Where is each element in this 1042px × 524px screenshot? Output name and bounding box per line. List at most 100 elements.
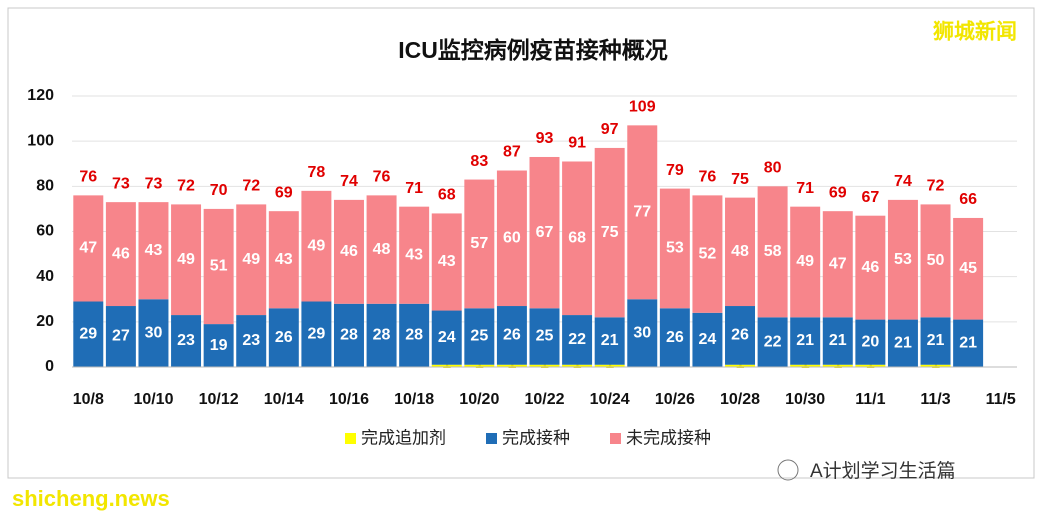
data-label: 28 bbox=[405, 327, 423, 344]
data-label: 77 bbox=[633, 204, 651, 221]
total-label: 72 bbox=[177, 178, 195, 195]
bar-segment bbox=[790, 364, 821, 367]
bar-segment bbox=[920, 364, 951, 367]
data-label: 24 bbox=[699, 331, 717, 348]
data-label: 67 bbox=[536, 224, 554, 241]
x-tick-label: 10/16 bbox=[329, 391, 369, 408]
bar-segment bbox=[529, 156, 560, 309]
data-label: 21 bbox=[927, 332, 945, 349]
x-tick-label: 10/20 bbox=[459, 391, 499, 408]
bar-segment bbox=[659, 308, 690, 367]
y-tick-label: 60 bbox=[36, 223, 54, 240]
bar-segment bbox=[464, 179, 495, 309]
total-label: 73 bbox=[145, 175, 163, 192]
data-label: 26 bbox=[666, 329, 684, 346]
bar-segment bbox=[105, 306, 136, 367]
bar-segment bbox=[138, 202, 169, 300]
bar-segment bbox=[236, 204, 267, 316]
total-label: 68 bbox=[438, 187, 456, 204]
data-label: 48 bbox=[731, 243, 749, 260]
y-tick-label: 120 bbox=[27, 87, 54, 104]
data-label: 21 bbox=[829, 332, 847, 349]
bar-segment bbox=[431, 364, 462, 367]
bar-segment bbox=[757, 317, 788, 367]
data-label: 21 bbox=[601, 332, 619, 349]
x-tick-label: 11/5 bbox=[986, 391, 1016, 408]
data-label: 20 bbox=[861, 333, 879, 350]
data-label: 25 bbox=[470, 328, 488, 345]
bar-segment bbox=[399, 303, 430, 367]
bar-segment bbox=[887, 319, 918, 367]
bar-segment bbox=[855, 215, 886, 320]
x-tick-label: 10/24 bbox=[590, 391, 630, 408]
data-label: 46 bbox=[861, 259, 879, 276]
bar-segment bbox=[333, 303, 364, 367]
bar-segment bbox=[953, 319, 984, 367]
bar-segment bbox=[366, 303, 397, 367]
total-label: 97 bbox=[601, 121, 619, 138]
bar-segment bbox=[822, 317, 853, 365]
bar-segment bbox=[203, 324, 234, 367]
total-label: 78 bbox=[307, 164, 325, 181]
data-label: 26 bbox=[503, 327, 521, 344]
total-label: 75 bbox=[731, 171, 749, 188]
x-tick-label: 11/3 bbox=[920, 391, 950, 408]
y-tick-label: 40 bbox=[36, 268, 54, 285]
bar-segment bbox=[529, 308, 560, 365]
bar-segment bbox=[822, 211, 853, 318]
data-label: 29 bbox=[307, 325, 325, 342]
bar-segment bbox=[171, 315, 202, 367]
legend-swatch bbox=[610, 433, 621, 444]
bar-segment bbox=[268, 308, 299, 367]
bar-segment bbox=[529, 364, 560, 367]
bar-segment bbox=[464, 364, 495, 367]
bar-segment bbox=[920, 317, 951, 365]
bar-segment bbox=[496, 306, 527, 365]
data-label: 26 bbox=[731, 327, 749, 344]
total-label: 73 bbox=[112, 175, 130, 192]
data-label: 68 bbox=[568, 229, 586, 246]
data-label: 46 bbox=[340, 243, 358, 260]
total-label: 74 bbox=[894, 173, 912, 190]
data-label: 50 bbox=[927, 252, 945, 269]
total-label: 69 bbox=[275, 184, 293, 201]
bar-segment bbox=[692, 312, 723, 367]
total-label: 91 bbox=[568, 135, 586, 152]
total-label: 87 bbox=[503, 144, 521, 161]
bar-segment bbox=[627, 299, 658, 367]
bar-segment bbox=[366, 195, 397, 304]
bar-segment bbox=[594, 364, 625, 367]
data-label: 48 bbox=[373, 241, 391, 258]
bar-segment bbox=[725, 306, 756, 365]
data-label: 46 bbox=[112, 245, 130, 262]
data-label: 60 bbox=[503, 229, 521, 246]
data-label: 43 bbox=[275, 251, 293, 268]
data-label: 30 bbox=[633, 324, 651, 341]
legend-label: 完成接种 bbox=[502, 428, 570, 447]
total-label: 66 bbox=[959, 191, 977, 208]
bar-segment bbox=[594, 317, 625, 365]
bar-segment bbox=[236, 315, 267, 367]
data-label: 43 bbox=[438, 253, 456, 270]
x-tick-label: 10/18 bbox=[394, 391, 434, 408]
bar-segment bbox=[562, 364, 593, 367]
data-label: 25 bbox=[536, 328, 554, 345]
y-tick-label: 80 bbox=[36, 178, 54, 195]
data-label: 47 bbox=[79, 240, 97, 257]
bar-segment bbox=[855, 319, 886, 365]
bar-segment bbox=[464, 308, 495, 365]
bar-segment bbox=[203, 208, 234, 325]
bar-segment bbox=[725, 197, 756, 307]
bar-segment bbox=[822, 364, 853, 367]
x-tick-label: 10/10 bbox=[133, 391, 173, 408]
data-label: 51 bbox=[210, 258, 228, 275]
wechat-icon bbox=[777, 459, 799, 481]
bar-segment bbox=[138, 299, 169, 367]
total-label: 83 bbox=[470, 153, 488, 170]
data-label: 47 bbox=[829, 255, 847, 272]
x-tick-label: 10/14 bbox=[264, 391, 304, 408]
total-label: 69 bbox=[829, 184, 847, 201]
data-label: 49 bbox=[177, 251, 195, 268]
bar-segment bbox=[171, 204, 202, 316]
